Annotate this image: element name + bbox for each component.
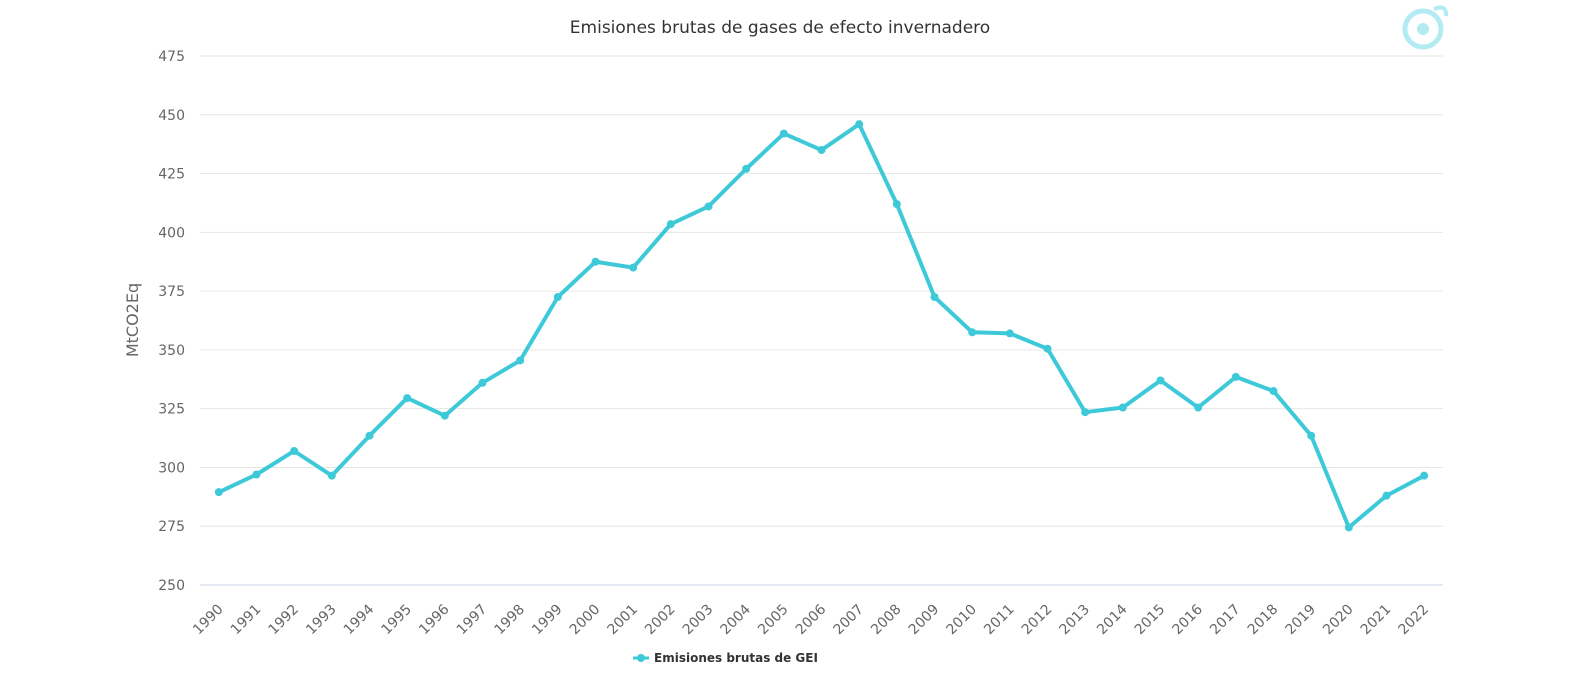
x-tick-label: 1999 xyxy=(529,602,566,639)
x-tick-label: 2018 xyxy=(1245,602,1282,639)
data-point[interactable] xyxy=(1081,408,1090,417)
data-point[interactable] xyxy=(290,446,299,455)
y-tick-label: 375 xyxy=(158,284,185,300)
x-tick-label: 2014 xyxy=(1094,601,1131,638)
x-tick-label: 1998 xyxy=(491,602,528,639)
series-group xyxy=(214,120,1429,532)
data-point[interactable] xyxy=(817,146,826,155)
x-tick-label: 2001 xyxy=(604,602,641,639)
x-tick-label: 2003 xyxy=(680,602,717,639)
x-tick-label: 2007 xyxy=(830,602,867,639)
x-tick-label: 2008 xyxy=(868,602,905,639)
data-point[interactable] xyxy=(892,200,901,209)
x-tick-label: 1990 xyxy=(190,602,227,639)
x-tick-label: 2021 xyxy=(1358,602,1395,639)
series-line xyxy=(216,122,1427,530)
y-tick-label: 475 xyxy=(158,49,185,65)
chart-title: Emisiones brutas de gases de efecto inve… xyxy=(570,18,990,38)
data-point[interactable] xyxy=(591,257,600,266)
y-tick-label: 300 xyxy=(158,460,185,476)
x-tick-label: 2020 xyxy=(1320,602,1357,639)
y-tick-label: 425 xyxy=(158,167,185,183)
x-tick-label: 2005 xyxy=(755,602,792,639)
data-point[interactable] xyxy=(440,411,449,420)
x-tick-label: 1991 xyxy=(228,602,265,639)
y-tick-label: 250 xyxy=(158,578,185,594)
data-point[interactable] xyxy=(1231,372,1240,381)
y-tick-label: 450 xyxy=(158,108,185,124)
data-point[interactable] xyxy=(365,431,374,440)
x-tick-label: 1992 xyxy=(265,602,302,639)
data-point[interactable] xyxy=(1382,491,1391,500)
legend[interactable]: Emisiones brutas de GEI xyxy=(633,651,818,665)
data-point[interactable] xyxy=(1156,376,1165,385)
data-point[interactable] xyxy=(1307,431,1316,440)
data-point[interactable] xyxy=(1344,523,1353,532)
data-point[interactable] xyxy=(629,263,638,272)
x-tick-label: 1995 xyxy=(378,602,415,639)
data-point[interactable] xyxy=(1005,329,1014,338)
data-point[interactable] xyxy=(930,292,939,301)
data-point[interactable] xyxy=(553,292,562,301)
data-point[interactable] xyxy=(403,394,412,403)
grid-lines xyxy=(200,55,1443,527)
data-point[interactable] xyxy=(1420,471,1429,480)
x-tick-label: 2015 xyxy=(1132,602,1169,639)
y-tick-label: 350 xyxy=(158,343,185,359)
data-point[interactable] xyxy=(779,129,788,138)
x-tick-label: 2006 xyxy=(793,601,830,638)
y-tick-label: 400 xyxy=(158,225,185,241)
x-tick-label: 1994 xyxy=(341,601,378,638)
x-tick-label: 1993 xyxy=(303,602,340,639)
data-point[interactable] xyxy=(968,328,977,337)
x-tick-label: 2012 xyxy=(1019,602,1056,639)
legend-label: Emisiones brutas de GEI xyxy=(654,651,818,665)
data-point[interactable] xyxy=(327,471,336,480)
data-point[interactable] xyxy=(478,378,487,387)
data-point[interactable] xyxy=(855,120,864,129)
data-point[interactable] xyxy=(742,164,751,173)
x-tick-label: 2004 xyxy=(717,601,754,638)
data-point[interactable] xyxy=(1043,344,1052,353)
x-tick-label: 2011 xyxy=(981,602,1018,639)
x-tick-label: 2009 xyxy=(906,602,943,639)
logo-icon xyxy=(1402,5,1449,50)
y-tick-label: 325 xyxy=(158,402,185,418)
x-tick-label: 2019 xyxy=(1282,602,1319,639)
x-tick-label: 1996 xyxy=(416,601,453,638)
x-tick-label: 2017 xyxy=(1207,602,1244,639)
y-axis-ticks: 250 275 300 325 350 375 400 425 450 475 xyxy=(158,49,185,594)
data-point[interactable] xyxy=(1194,403,1203,412)
y-axis-label: MtCO2Eq xyxy=(123,283,142,357)
data-point[interactable] xyxy=(252,470,261,479)
data-point[interactable] xyxy=(1118,403,1127,412)
data-point[interactable] xyxy=(704,202,713,211)
x-tick-label: 1997 xyxy=(454,602,491,639)
data-point[interactable] xyxy=(666,220,675,229)
x-axis-ticks: 1990 1991 1992 1993 1994 1995 1996 1997 1998 1999… xyxy=(190,601,1432,638)
y-tick-label: 275 xyxy=(158,519,185,535)
x-tick-label: 2002 xyxy=(642,602,679,639)
data-point[interactable] xyxy=(214,488,223,497)
x-tick-label: 2010 xyxy=(943,602,980,639)
x-tick-label: 2000 xyxy=(567,602,604,639)
x-tick-label: 2013 xyxy=(1056,602,1093,639)
x-tick-label: 2016 xyxy=(1169,601,1206,638)
legend-swatch-marker xyxy=(637,654,645,662)
data-point[interactable] xyxy=(516,356,525,365)
x-tick-label: 2022 xyxy=(1395,602,1432,639)
data-point[interactable] xyxy=(1269,387,1278,396)
